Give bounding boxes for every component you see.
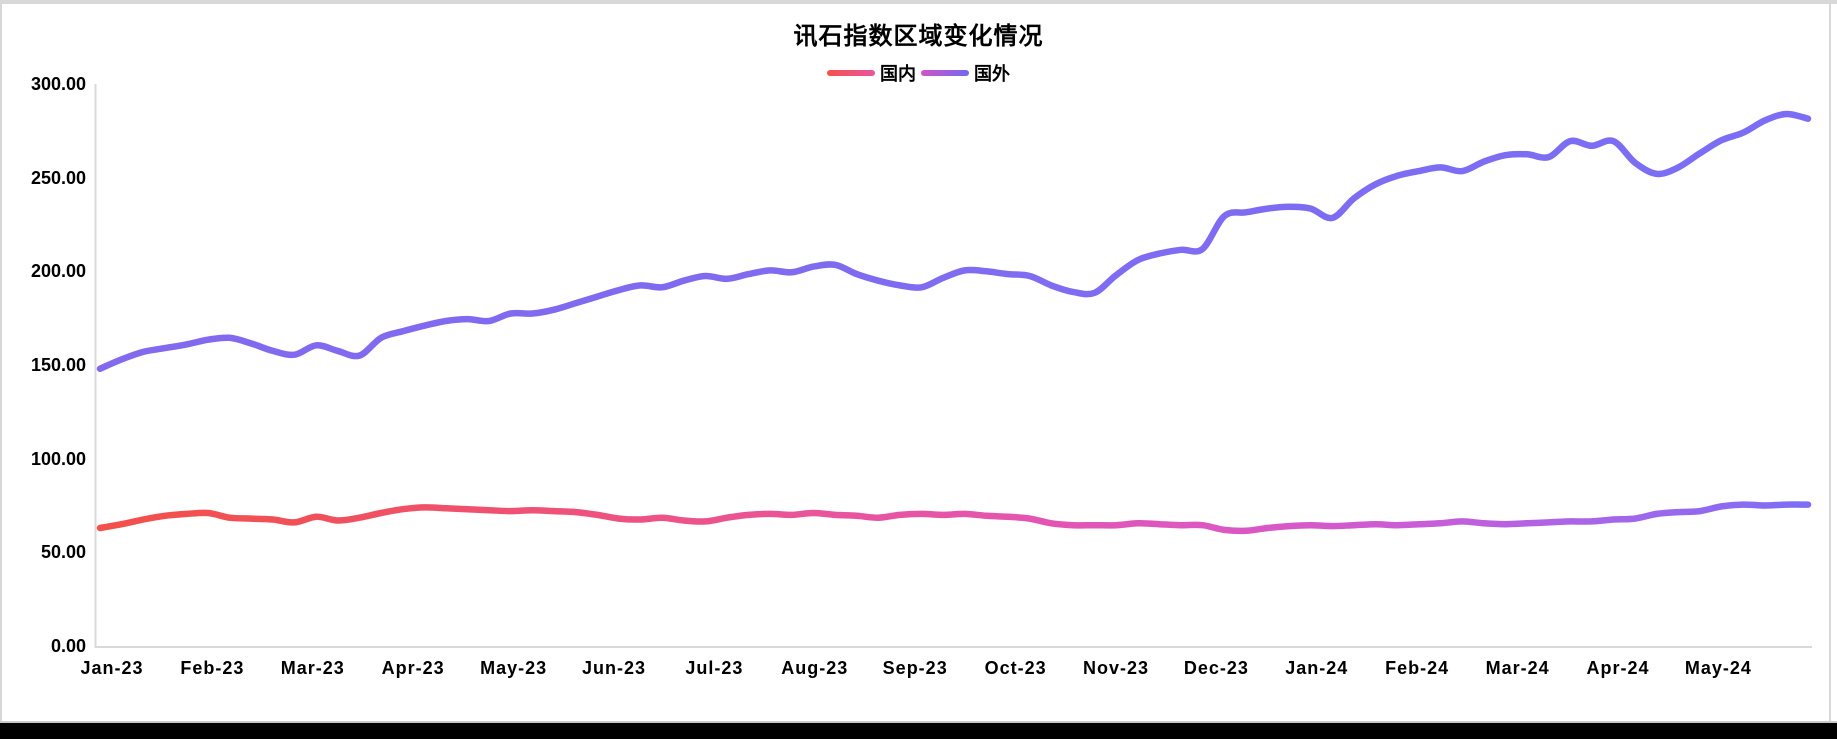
legend-swatch-foreign-icon [921, 70, 969, 76]
x-tick-label: Dec-23 [1183, 658, 1249, 678]
frame-edge-right [1829, 4, 1831, 722]
x-tick-label: Mar-24 [1485, 658, 1550, 678]
y-tick-label: 150.00 [30, 355, 86, 375]
legend-label-foreign: 国外 [974, 64, 1010, 84]
series-line-domestic [96, 501, 1812, 535]
y-tick-label: 0.00 [50, 636, 86, 656]
y-tick-label: 250.00 [30, 167, 86, 188]
frame-edge-top [0, 0, 1837, 4]
x-tick-label: Apr-23 [381, 658, 445, 678]
x-tick-label: Oct-23 [984, 658, 1047, 678]
bottom-bar [0, 723, 1837, 739]
y-tick-label: 200.00 [30, 261, 86, 282]
x-tick-label: May-24 [1684, 658, 1752, 678]
x-tick-label: Mar-23 [280, 658, 345, 678]
x-tick-label: Sep-23 [882, 658, 948, 678]
legend-swatch-domestic-icon [827, 70, 875, 76]
y-tick-label: 300.00 [30, 74, 86, 94]
frame-edge-left [0, 0, 2, 722]
x-tick-label: Feb-23 [180, 658, 245, 678]
legend: 国内 国外 [0, 60, 1837, 86]
x-tick-label: Jul-23 [685, 658, 744, 678]
y-tick-label: 100.00 [30, 448, 86, 469]
line-chart-plot [94, 84, 1812, 648]
axis-lines [94, 84, 1812, 648]
chart-title: 讯石指数区域变化情况 [793, 23, 1044, 50]
x-tick-label: Nov-23 [1082, 658, 1150, 678]
legend-item-foreign: 国外 [921, 60, 1010, 86]
x-tick-label: Jan-23 [80, 658, 144, 678]
legend-label-domestic: 国内 [880, 64, 916, 84]
x-tick-label: Jan-24 [1285, 658, 1349, 678]
legend-item-domestic: 国内 [827, 60, 916, 86]
x-tick-label: Aug-23 [781, 658, 849, 678]
frame-bottom-line [0, 721, 1837, 723]
x-tick-label: Jun-23 [581, 658, 647, 678]
x-tick-label: Apr-24 [1586, 658, 1650, 678]
y-tick-label: 50.00 [40, 542, 86, 563]
x-tick-label: May-23 [480, 658, 548, 678]
series-line-foreign [96, 110, 1812, 372]
x-tick-label: Feb-24 [1385, 658, 1450, 678]
